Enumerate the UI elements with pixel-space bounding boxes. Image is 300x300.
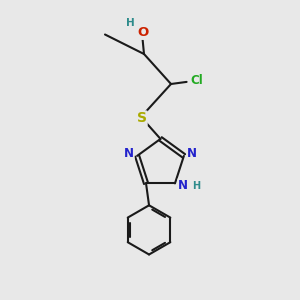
Text: O: O [137, 26, 148, 39]
Text: N: N [178, 179, 188, 192]
Text: H: H [193, 181, 201, 191]
Text: N: N [124, 147, 134, 160]
Text: S: S [136, 112, 147, 125]
Text: Cl: Cl [190, 74, 203, 87]
Text: N: N [187, 147, 197, 160]
Text: H: H [125, 17, 134, 28]
